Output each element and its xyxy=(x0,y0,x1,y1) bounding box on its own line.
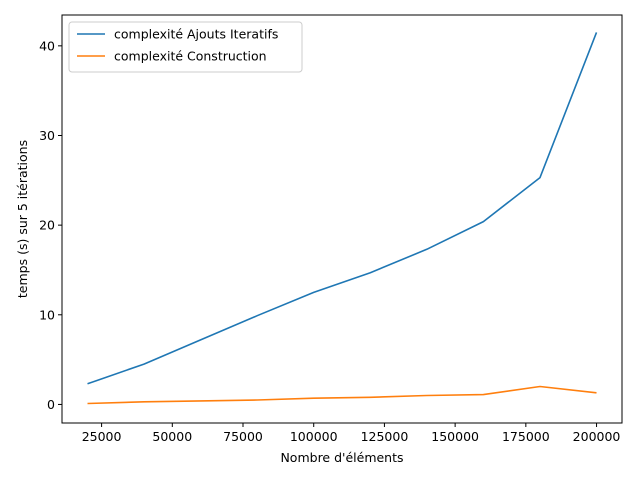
y-tick-label: 20 xyxy=(39,218,55,233)
plot-area xyxy=(61,14,623,424)
y-axis-label: temps (s) sur 5 itérations xyxy=(15,140,30,298)
x-tick-label: 175000 xyxy=(502,429,550,444)
y-axis: 0 10 20 30 40 xyxy=(39,38,62,412)
y-tick-label: 40 xyxy=(39,38,55,53)
legend-box xyxy=(68,21,303,73)
y-tick-label: 30 xyxy=(39,128,55,143)
x-tick-label: 150000 xyxy=(431,429,479,444)
x-axis: 25000 50000 75000 100000 125000 150000 175000 2… xyxy=(82,423,621,444)
x-tick-label: 50000 xyxy=(152,429,192,444)
series-line-2 xyxy=(87,385,597,405)
x-axis-label: Nombre d'éléments xyxy=(280,450,403,465)
legend: complexité Ajouts Iteratifs complexité Co… xyxy=(68,21,303,73)
y-tick-label: 10 xyxy=(39,307,55,322)
legend-label: complexité Construction xyxy=(114,49,267,64)
series-line-1 xyxy=(87,32,598,385)
x-tick-label: 25000 xyxy=(82,429,122,444)
x-tick-label: 200000 xyxy=(573,429,621,444)
x-tick-label: 100000 xyxy=(290,429,338,444)
y-tick-label: 0 xyxy=(47,397,55,412)
legend-label: complexité Ajouts Iteratifs xyxy=(114,27,278,42)
x-tick-label: 75000 xyxy=(223,429,263,444)
x-tick-label: 125000 xyxy=(361,429,409,444)
series-lines xyxy=(87,32,598,405)
